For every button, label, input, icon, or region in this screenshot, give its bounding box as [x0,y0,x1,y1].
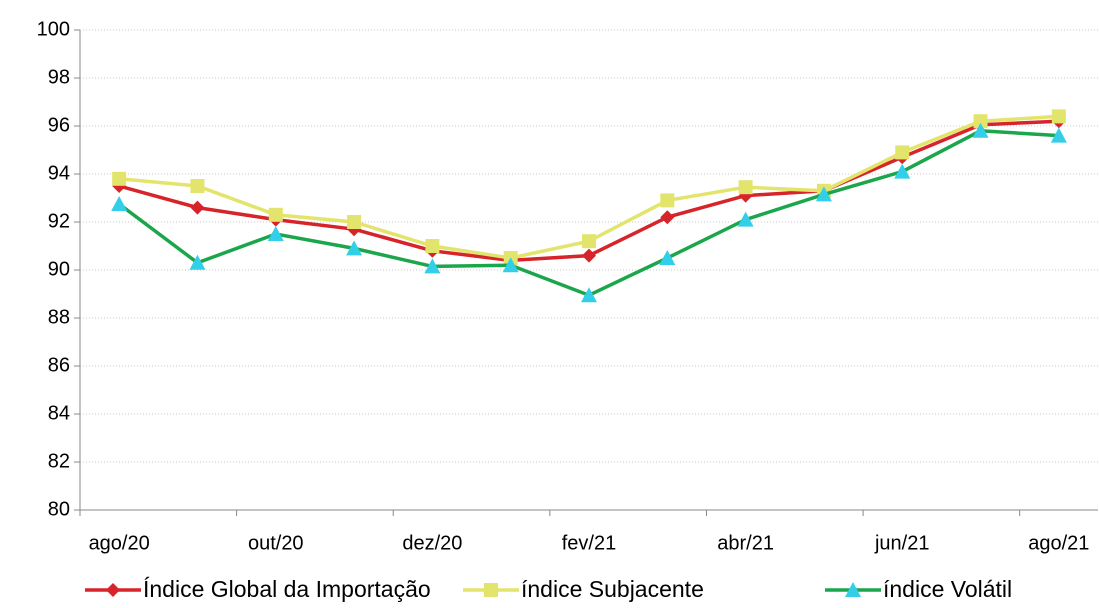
data-point [815,186,832,202]
x-tick-label: fev/21 [562,532,616,554]
legend-label: índice Subjacente [521,576,704,602]
y-tick-label: 80 [48,498,70,520]
y-tick-label: 88 [48,306,70,328]
data-point [973,114,988,129]
data-point [738,180,753,195]
legend-label: índice Volátil [883,576,1012,602]
data-point [268,207,283,222]
series-line [118,129,1059,298]
y-tick-label: 82 [48,450,70,472]
data-point [582,234,596,249]
data-point [189,254,206,270]
x-tick-label: out/20 [248,532,304,554]
y-tick-label: 98 [48,66,70,88]
data-point [347,215,362,229]
y-tick-label: 92 [48,210,70,232]
data-point [659,250,676,265]
data-point [660,193,675,208]
data-point [112,171,127,186]
legend-marker [845,582,861,597]
x-tick-label: jun/21 [874,532,930,554]
legend-label: Índice Global da Importação [143,576,431,602]
data-point [581,287,597,303]
data-point [582,248,596,263]
data-point [190,200,205,215]
data-point [1050,127,1067,143]
x-tick-label: abr/21 [717,532,774,554]
data-point [267,226,284,241]
x-tick-label: ago/21 [1028,532,1089,554]
x-tick-label: dez/20 [402,532,462,554]
legend-marker [106,583,120,597]
y-tick-label: 84 [48,402,70,424]
data-point [502,257,519,273]
y-tick-label: 96 [48,114,70,136]
data-point [111,196,128,211]
data-point [190,179,205,193]
data-point [660,210,675,225]
legend-marker [484,583,498,597]
data-point [346,240,363,256]
data-point [972,122,989,138]
y-tick-label: 100 [37,18,70,40]
y-tick-label: 90 [48,258,70,280]
data-point [1051,109,1066,124]
data-point [894,163,911,179]
data-point [425,239,440,253]
data-point [424,258,441,274]
data-point [737,211,754,227]
x-tick-label: ago/20 [89,532,150,554]
y-tick-label: 94 [48,162,70,184]
data-point [895,145,910,160]
y-tick-label: 86 [48,354,70,376]
